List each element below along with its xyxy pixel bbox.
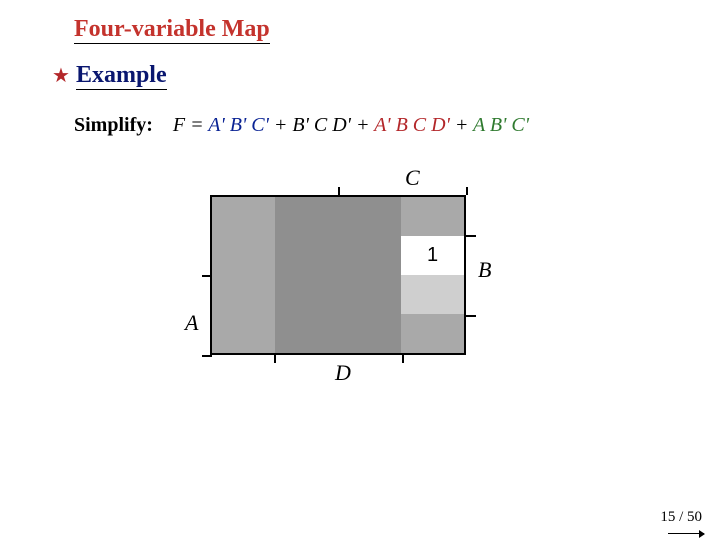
axis-label-a: A [185,310,198,336]
kmap-cell [275,275,338,314]
kmap-cell [212,197,275,236]
example-bullet: ★ Example [52,62,167,90]
term-4: A B' C' [473,114,529,136]
kmap-cell [275,236,338,275]
tick [466,315,476,317]
kmap-cell [338,197,401,236]
kmap-cell [275,314,338,353]
kmap-cell [338,314,401,353]
kmap-cell [275,197,338,236]
star-icon: ★ [52,66,70,86]
kmap-cell [401,197,464,236]
page-number: 15 / 50 [660,509,702,526]
page-current: 15 [660,509,675,525]
kmap-grid: 1 [210,195,466,355]
axis-label-b: B [478,257,491,283]
tick [466,235,476,237]
tick [338,187,340,195]
term-1: A' B' C' [208,114,269,136]
kmap-diagram: C B A D 1 [190,165,530,385]
kmap-cell [212,275,275,314]
simplify-lead: Simplify: [74,114,153,136]
axis-label-c: C [405,165,420,191]
kmap-cell [401,314,464,353]
plus-2: + [356,114,374,136]
tick [466,187,468,195]
kmap-cell: 1 [401,236,464,275]
plus-3: + [455,114,473,136]
kmap-cell [212,236,275,275]
lhs: F = [173,114,208,136]
simplify-expression: Simplify: F = A' B' C' + B' C D' + A' B … [74,114,529,137]
kmap-cell [338,275,401,314]
term-3: A' B C D' [374,114,450,136]
term-2: B' C D' [292,114,351,136]
page-sep: / [675,509,687,525]
tick [274,355,276,363]
example-label: Example [76,62,167,90]
kmap-cell [338,236,401,275]
page-total: 50 [687,509,702,525]
tick [202,355,212,357]
axis-label-d: D [335,360,351,386]
arrow-icon [668,533,704,535]
tick [402,355,404,363]
kmap-cell [401,275,464,314]
slide-title: Four-variable Map [74,16,270,44]
kmap-cell [212,314,275,353]
plus-1: + [274,114,293,136]
